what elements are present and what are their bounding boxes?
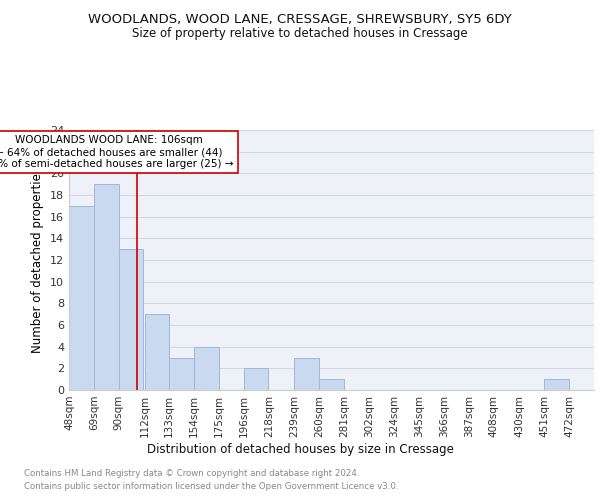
Bar — [94, 184, 119, 390]
Bar — [544, 379, 569, 390]
Bar — [145, 314, 169, 390]
Bar — [169, 358, 194, 390]
Text: WOODLANDS, WOOD LANE, CRESSAGE, SHREWSBURY, SY5 6DY: WOODLANDS, WOOD LANE, CRESSAGE, SHREWSBU… — [88, 12, 512, 26]
Text: Size of property relative to detached houses in Cressage: Size of property relative to detached ho… — [132, 28, 468, 40]
Bar — [69, 206, 94, 390]
Bar — [244, 368, 268, 390]
Bar — [295, 358, 319, 390]
Bar — [319, 379, 344, 390]
Y-axis label: Number of detached properties: Number of detached properties — [31, 167, 44, 353]
Bar — [119, 249, 143, 390]
Text: Contains HM Land Registry data © Crown copyright and database right 2024.: Contains HM Land Registry data © Crown c… — [24, 468, 359, 477]
Text: Contains public sector information licensed under the Open Government Licence v3: Contains public sector information licen… — [24, 482, 398, 491]
Text: Distribution of detached houses by size in Cressage: Distribution of detached houses by size … — [146, 442, 454, 456]
Bar — [194, 346, 219, 390]
Text: WOODLANDS WOOD LANE: 106sqm
← 64% of detached houses are smaller (44)
36% of sem: WOODLANDS WOOD LANE: 106sqm ← 64% of det… — [0, 136, 233, 168]
